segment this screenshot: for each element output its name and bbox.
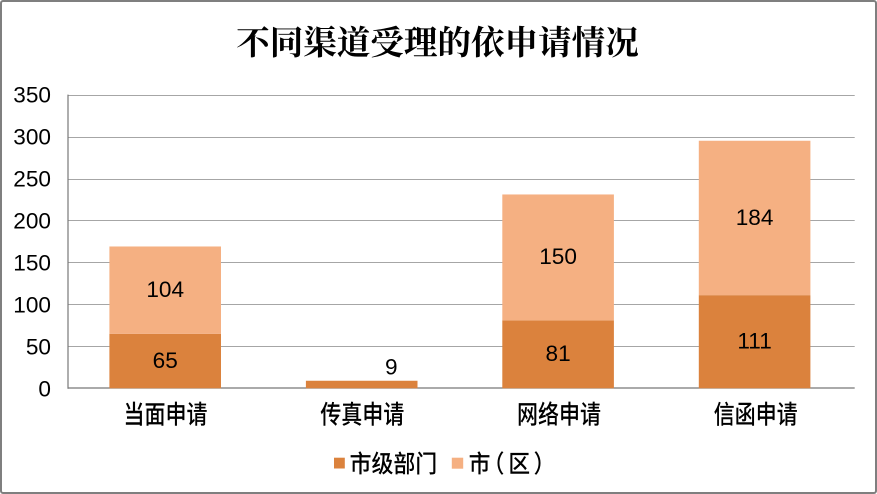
- svg-text:150: 150: [539, 244, 577, 269]
- svg-text:111: 111: [737, 329, 771, 354]
- svg-text:104: 104: [146, 277, 184, 302]
- svg-text:200: 200: [13, 208, 51, 233]
- svg-text:250: 250: [13, 167, 51, 192]
- svg-text:184: 184: [736, 205, 774, 230]
- svg-text:50: 50: [26, 334, 51, 359]
- svg-text:81: 81: [546, 341, 571, 366]
- svg-text:65: 65: [153, 348, 178, 373]
- svg-text:100: 100: [13, 292, 51, 317]
- svg-text:9: 9: [385, 355, 398, 380]
- svg-text:0: 0: [38, 376, 51, 401]
- svg-text:300: 300: [13, 125, 51, 150]
- svg-text:350: 350: [13, 83, 51, 108]
- svg-text:150: 150: [13, 250, 51, 275]
